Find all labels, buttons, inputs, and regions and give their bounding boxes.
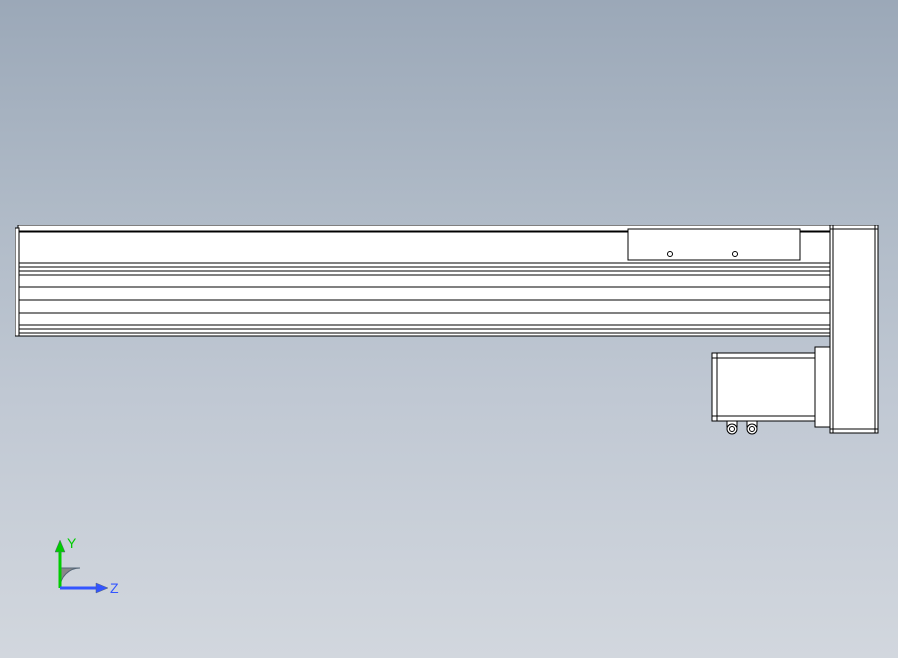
- motor-connector: [747, 424, 757, 434]
- right-end-block: [830, 225, 878, 433]
- origin-arc: [60, 568, 80, 588]
- carriage-block: [628, 229, 800, 260]
- axis-triad[interactable]: Y Z: [55, 538, 125, 608]
- z-axis-arrow: [96, 583, 108, 593]
- motor-connector: [727, 424, 737, 434]
- z-axis-label: Z: [110, 580, 119, 596]
- cad-model-drawing: [15, 225, 880, 435]
- y-axis-arrow: [55, 540, 65, 552]
- motor-mount-plate: [815, 347, 830, 427]
- motor-housing: [712, 353, 815, 421]
- cad-viewport[interactable]: Y Z: [0, 0, 898, 658]
- left-end-cap: [15, 228, 19, 336]
- y-axis-label: Y: [67, 538, 77, 551]
